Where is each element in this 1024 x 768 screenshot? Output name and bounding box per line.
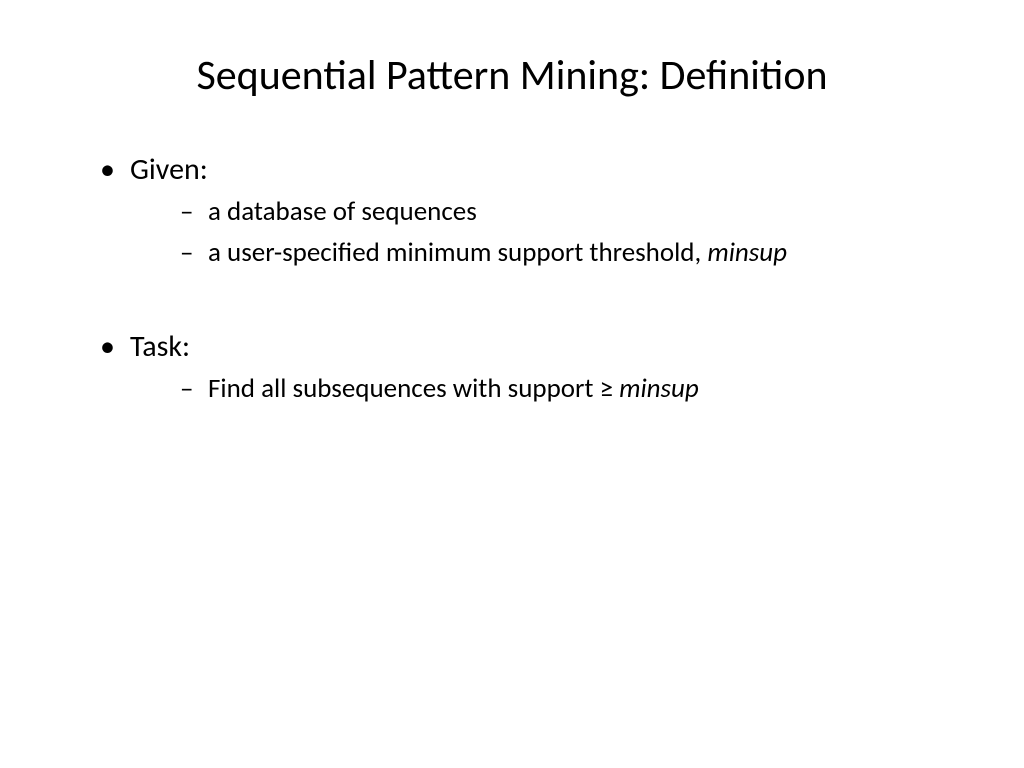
content-list: Given: a database of sequences a user-sp… (90, 151, 934, 270)
section-heading: Task: Find all subsequences with support… (100, 328, 934, 406)
sub-item-text: a user-specified minimum support thresho… (208, 236, 707, 269)
content-list: Task: Find all subsequences with support… (90, 328, 934, 406)
sub-item-italic: minsup (619, 372, 699, 405)
section-gap (90, 278, 934, 328)
sub-item-italic: minsup (707, 236, 787, 269)
sub-list: Find all subsequences with support ≥ min… (130, 371, 934, 406)
sub-item: a user-specified minimum support thresho… (180, 235, 934, 270)
section-heading: Given: a database of sequences a user-sp… (100, 151, 934, 270)
sub-item-text: Find all subsequences with support ≥ (208, 372, 619, 405)
sub-item: a database of sequences (180, 194, 934, 229)
section-heading-text: Task: (130, 328, 190, 365)
section-heading-text: Given: (130, 151, 208, 188)
sub-item-text: a database of sequences (208, 195, 477, 228)
sub-item: Find all subsequences with support ≥ min… (180, 371, 934, 406)
slide-title: Sequential Pattern Mining: Definition (90, 50, 934, 101)
sub-list: a database of sequences a user-specified… (130, 194, 934, 270)
